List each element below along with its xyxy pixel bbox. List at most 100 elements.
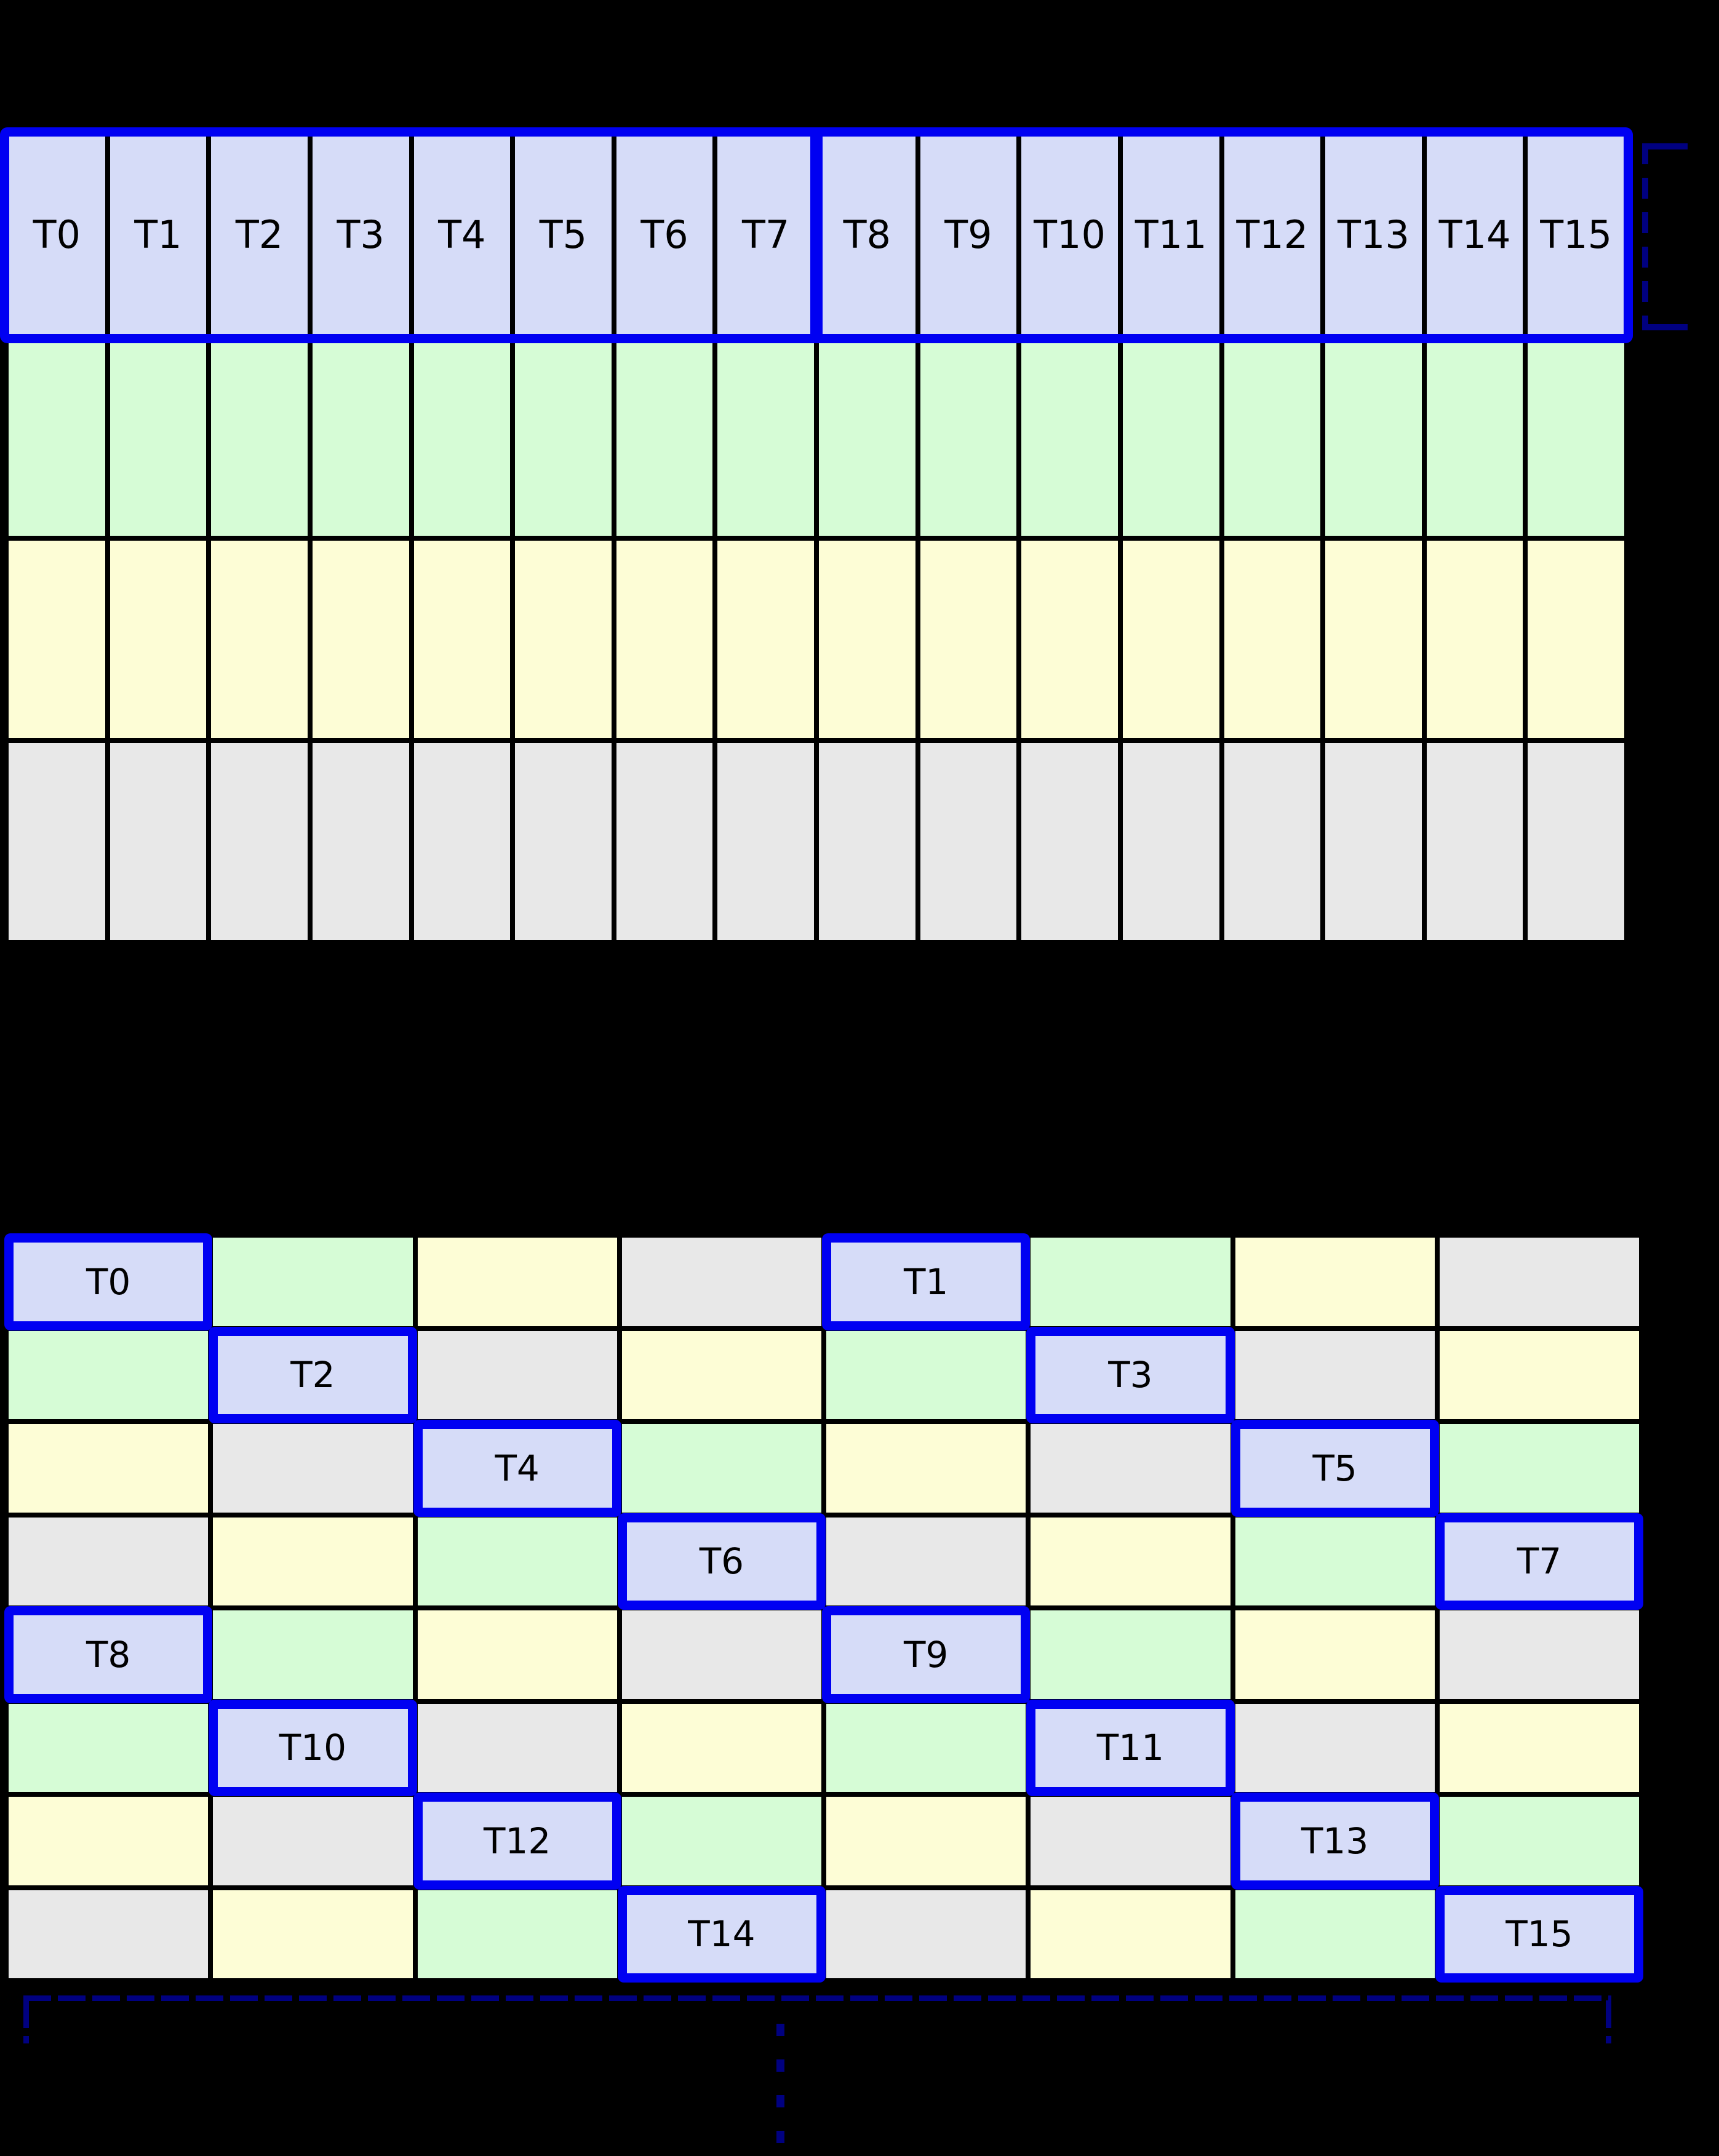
bank-cell — [1235, 1890, 1435, 1978]
thread-label: T2 — [235, 212, 284, 258]
thread-label: T5 — [539, 212, 588, 258]
bank-row-green-cell — [1021, 338, 1118, 536]
bank-row-gray-cell — [515, 742, 612, 940]
bank-cell — [1235, 1331, 1435, 1419]
thread-label: T12 — [1236, 212, 1309, 258]
bank-cell — [1031, 1424, 1230, 1513]
swizzled-thread-cell-t1: T1 — [821, 1233, 1031, 1331]
bank-row-yellow-cell — [312, 541, 409, 738]
bank-cell — [1439, 1424, 1639, 1513]
right-bracket-bottom-arm — [1642, 324, 1688, 330]
bank-cell — [1439, 1797, 1639, 1885]
bank-cell — [417, 1331, 617, 1419]
bank-cell — [826, 1424, 1026, 1513]
thread-label: T1 — [134, 212, 182, 258]
bank-cell — [1235, 1517, 1435, 1605]
bank-cell — [1031, 1890, 1230, 1978]
thread-cell-t9: T9 — [920, 137, 1017, 334]
thread-label: T6 — [699, 1540, 744, 1583]
bank-cell — [213, 1238, 413, 1326]
thread-label: T8 — [86, 1633, 131, 1676]
bank-row-green-cell — [9, 338, 105, 536]
swizzled-memory-grid: T0 T1 T2 T3 T4 T5 T6 T7 T8 T9 T10 T11 T12 T13 T14 T15 — [4, 1233, 1644, 1983]
thread-cell-t3: T3 — [312, 137, 409, 334]
bank-row-green-cell — [110, 338, 207, 536]
bank-row-green-cell — [616, 338, 713, 536]
thread-label: T15 — [1540, 212, 1613, 258]
bank-row-yellow-cell — [413, 541, 511, 738]
bank-row-gray-cell — [1021, 742, 1118, 940]
bank-row-gray-cell — [1528, 742, 1624, 940]
swizzled-thread-cell-t0: T0 — [4, 1233, 213, 1331]
bank-cell — [826, 1703, 1026, 1792]
bank-row-yellow-cell — [515, 541, 612, 738]
bank-cell — [9, 1517, 209, 1605]
bank-cell — [826, 1331, 1026, 1419]
thread-label: T5 — [1312, 1447, 1357, 1489]
bank-row-gray-cell — [1122, 742, 1219, 940]
bank-cell — [417, 1610, 617, 1699]
bank-row-green-cell — [1426, 338, 1523, 536]
bank-cell — [1031, 1797, 1230, 1885]
thread-cell-t5: T5 — [515, 137, 612, 334]
thread-label: T7 — [1517, 1540, 1562, 1583]
thread-cell-t1: T1 — [110, 137, 207, 334]
bank-row-yellow-cell — [920, 541, 1017, 738]
bank-row-gray-cell — [920, 742, 1017, 940]
bank-row-green-cell — [1325, 338, 1422, 536]
bank-row-gray-cell — [1224, 742, 1321, 940]
bank-row-gray-cell — [616, 742, 713, 940]
thread-label: T14 — [688, 1913, 756, 1955]
bank-cell — [826, 1517, 1026, 1605]
bank-row-yellow-cell — [717, 541, 814, 738]
swizzled-thread-cell-t3: T3 — [1026, 1326, 1235, 1423]
bank-row-yellow-cell — [616, 541, 713, 738]
bank-row-green-cell — [1224, 338, 1321, 536]
right-bracket-top-arm — [1642, 143, 1688, 149]
swizzled-thread-cell-t11: T11 — [1026, 1699, 1235, 1796]
thread-label: T4 — [495, 1447, 540, 1489]
continuation-ellipsis-icon — [776, 2024, 784, 2150]
bank-row-gray-cell — [110, 742, 207, 940]
bank-row-gray-cell — [819, 742, 915, 940]
thread-cell-t4: T4 — [413, 137, 511, 334]
bank-cell — [9, 1331, 209, 1419]
bank-cell — [1439, 1331, 1639, 1419]
thread-label: T10 — [279, 1727, 346, 1769]
bank-row-green-cell — [717, 338, 814, 536]
bank-row-green-cell — [211, 338, 308, 536]
bottom-bracket-right-tick — [1606, 2000, 1611, 2043]
bank-cell — [1439, 1703, 1639, 1792]
swizzled-thread-cell-t14: T14 — [617, 1885, 826, 1983]
bank-cell — [9, 1703, 209, 1792]
swizzled-thread-cell-t4: T4 — [413, 1420, 621, 1517]
thread-label: T2 — [290, 1354, 335, 1396]
thread-label: T0 — [86, 1260, 131, 1303]
bank-cell — [621, 1238, 821, 1326]
thread-cell-t7: T7 — [717, 137, 814, 334]
swizzled-thread-cell-t5: T5 — [1230, 1420, 1439, 1517]
bank-cell — [213, 1610, 413, 1699]
bank-row-yellow-cell — [1528, 541, 1624, 738]
bank-cell — [1235, 1703, 1435, 1792]
bank-cell — [826, 1890, 1026, 1978]
thread-cell-t10: T10 — [1021, 137, 1118, 334]
thread-label: T3 — [337, 212, 385, 258]
thread-label: T3 — [1108, 1354, 1153, 1396]
thread-label: T0 — [33, 212, 81, 258]
bank-cell — [9, 1424, 209, 1513]
bank-cell — [417, 1703, 617, 1792]
swizzled-thread-cell-t8: T8 — [4, 1606, 213, 1703]
bank-row-yellow-cell — [819, 541, 915, 738]
bank-cell — [621, 1610, 821, 1699]
thread-cell-t14: T14 — [1426, 137, 1523, 334]
thread-label: T15 — [1506, 1913, 1573, 1955]
bank-row-gray-cell — [312, 742, 409, 940]
bank-row-gray-cell — [9, 742, 105, 940]
bank-cell — [417, 1238, 617, 1326]
swizzled-thread-cell-t6: T6 — [617, 1513, 826, 1610]
bank-cell — [1031, 1238, 1230, 1326]
thread-label: T7 — [742, 212, 790, 258]
half-warp-divider — [810, 129, 823, 342]
